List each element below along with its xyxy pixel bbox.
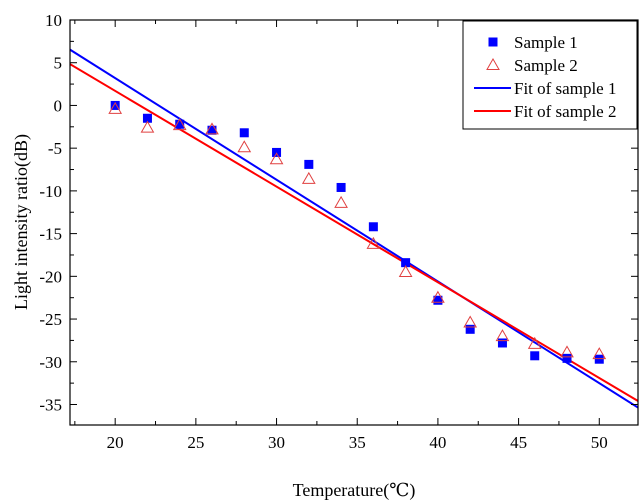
legend-marker-2	[486, 57, 500, 70]
data-point-sample-2	[108, 101, 123, 114]
x-tick-label: 25	[187, 433, 204, 452]
y-axis-title: Light intensity ratio(dB)	[11, 134, 32, 310]
plot-frame	[69, 19, 639, 426]
x-tick-label: 30	[268, 433, 285, 452]
data-point-sample-2	[366, 236, 381, 249]
data-point-sample-2	[527, 336, 542, 349]
data-point-sample-2	[495, 329, 510, 342]
data-point-sample-2	[237, 140, 252, 153]
data-point-sample-1	[594, 354, 604, 364]
y-tick-label: -15	[39, 225, 62, 244]
x-tick-label: 40	[429, 433, 446, 452]
y-tick-label: -5	[48, 139, 62, 158]
data-point-sample-2	[172, 118, 187, 131]
data-point-sample-1	[336, 182, 346, 192]
y-tick-label: -20	[39, 267, 62, 286]
data-point-sample-2	[140, 120, 155, 133]
legend-label-3: Fit of sample 1	[514, 79, 616, 98]
data-point-sample-2	[301, 171, 316, 184]
data-point-sample-1	[562, 353, 572, 363]
y-tick-label: 10	[45, 11, 62, 30]
data-point-sample-2	[431, 290, 445, 303]
legend-label-1: Sample 1	[514, 33, 578, 52]
x-tick-label: 45	[510, 433, 527, 452]
y-tick-label: -35	[39, 395, 62, 414]
data-point-sample-1	[465, 324, 475, 334]
x-axis-title: Temperature(℃)	[293, 480, 416, 501]
y-tick-label: 0	[54, 96, 63, 115]
x-tick-label: 50	[591, 433, 608, 452]
data-point-sample-1	[401, 258, 411, 268]
data-point-sample-1	[433, 295, 443, 305]
legend-label-4: Fit of sample 2	[514, 102, 616, 121]
data-point-sample-1	[175, 119, 185, 129]
y-tick-label: -25	[39, 310, 62, 329]
y-tick-label: -10	[39, 182, 62, 201]
data-point-sample-1	[530, 351, 540, 361]
data-point-sample-2	[463, 315, 478, 328]
data-point-sample-1	[110, 100, 120, 110]
data-point-sample-1	[304, 159, 314, 169]
fit-line-sample-1	[70, 48, 638, 409]
legend-label-2: Sample 2	[514, 56, 578, 75]
data-point-sample-1	[239, 128, 249, 138]
x-tick-label: 20	[107, 433, 124, 452]
data-point-sample-1	[207, 125, 217, 135]
data-point-sample-1	[142, 113, 152, 123]
y-tick-label: 5	[54, 54, 63, 73]
x-tick-label: 35	[349, 433, 366, 452]
fit-line-sample-2	[70, 63, 638, 402]
data-point-sample-1	[368, 222, 378, 232]
data-point-sample-1	[497, 338, 507, 348]
data-point-sample-2	[269, 152, 284, 165]
data-point-sample-2	[398, 265, 413, 278]
y-tick-label: -30	[39, 353, 62, 372]
data-point-sample-2	[560, 345, 574, 358]
legend-marker-1	[488, 37, 498, 47]
data-point-sample-2	[205, 122, 219, 135]
data-point-sample-2	[334, 195, 348, 208]
data-point-sample-2	[592, 347, 607, 360]
